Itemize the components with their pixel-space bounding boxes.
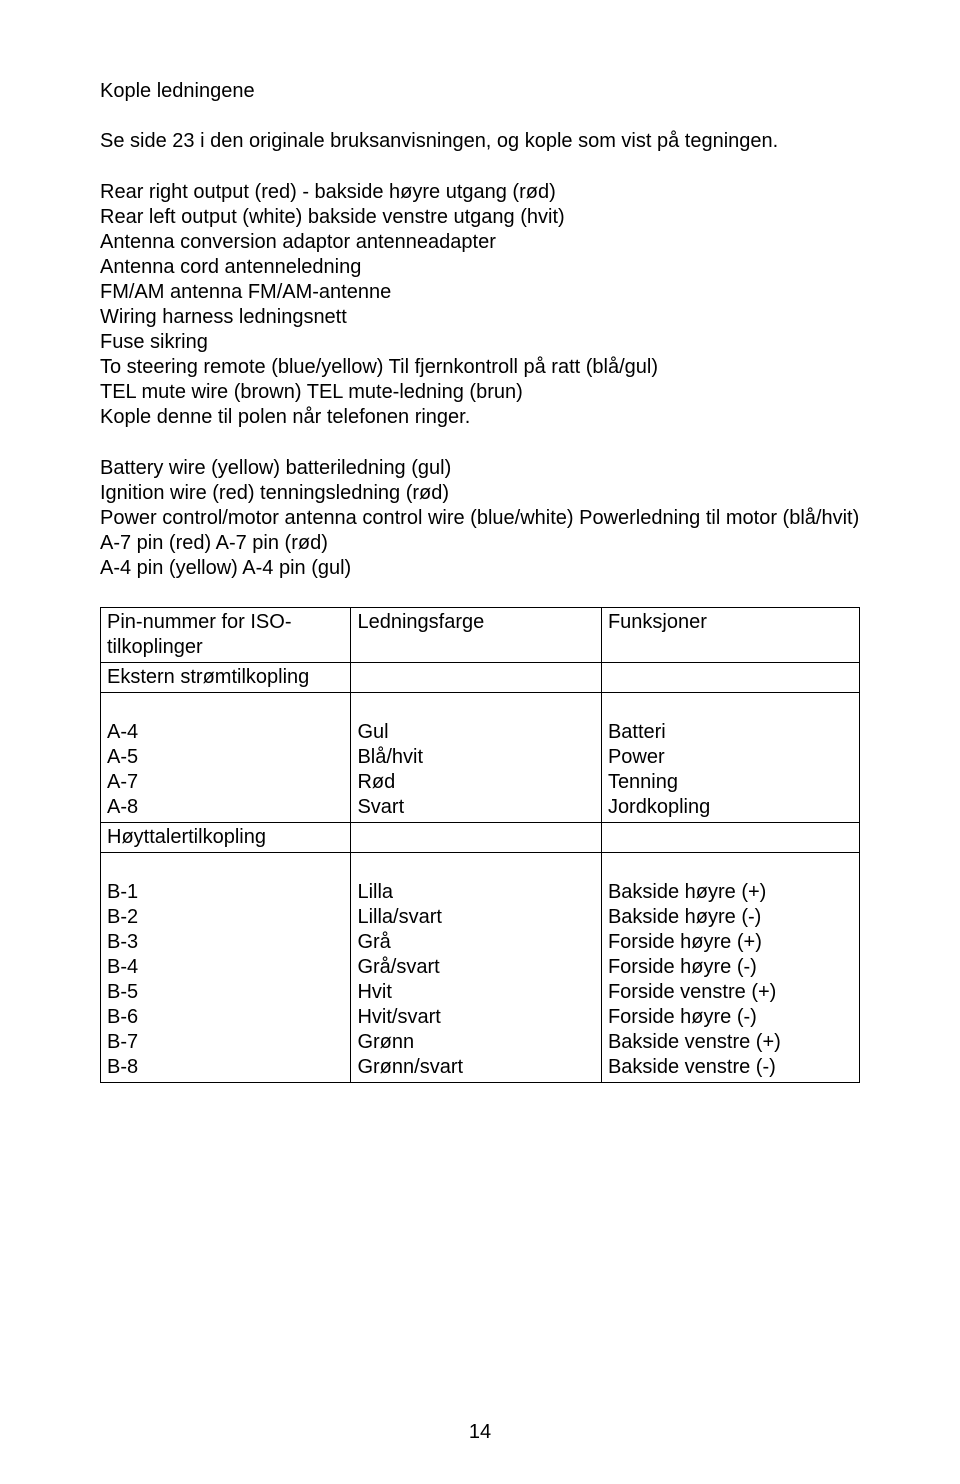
- cell-text: Bakside venstre (-): [608, 1055, 853, 1080]
- cell-text: Forside høyre (-): [608, 1005, 853, 1030]
- cell-text: Bakside høyre (-): [608, 905, 853, 930]
- cell-text: [357, 695, 594, 720]
- table-cell: Gul Blå/hvit Rød Svart: [351, 693, 601, 823]
- line: Power control/motor antenna control wire…: [100, 506, 860, 531]
- table-cell: [351, 823, 601, 853]
- cell-text: Hvit: [357, 980, 594, 1005]
- line: Battery wire (yellow) batteriledning (gu…: [100, 456, 860, 481]
- table-row: Høyttalertilkopling: [101, 823, 860, 853]
- cell-text: B-3: [107, 930, 344, 955]
- table-cell: Ekstern strømtilkopling: [101, 663, 351, 693]
- cell-text: [107, 855, 344, 880]
- cell-text: Power: [608, 745, 853, 770]
- table-cell: B-1 B-2 B-3 B-4 B-5 B-6 B-7 B-8: [101, 853, 351, 1083]
- cell-text: [107, 695, 344, 720]
- line: Ignition wire (red) tenningsledning (rød…: [100, 481, 860, 506]
- table-row: A-4 A-5 A-7 A-8 Gul Blå/hvit Rød Svart B…: [101, 693, 860, 823]
- cell-text: Grå: [357, 930, 594, 955]
- cell-text: Lilla/svart: [357, 905, 594, 930]
- cell-text: B-8: [107, 1055, 344, 1080]
- cell-text: Blå/hvit: [357, 745, 594, 770]
- cell-text: Forside venstre (+): [608, 980, 853, 1005]
- cell-text: Grå/svart: [357, 955, 594, 980]
- table-row: Pin-nummer for ISO- tilkoplinger Ledning…: [101, 608, 860, 663]
- cell-text: A-5: [107, 745, 344, 770]
- cell-text: Tenning: [608, 770, 853, 795]
- cell-text: Forside høyre (-): [608, 955, 853, 980]
- line: A-4 pin (yellow) A-4 pin (gul): [100, 556, 860, 581]
- line: FM/AM antenna FM/AM-antenne: [100, 280, 860, 305]
- cell-text: B-4: [107, 955, 344, 980]
- cell-text: B-2: [107, 905, 344, 930]
- cell-text: A-4: [107, 720, 344, 745]
- cell-text: B-5: [107, 980, 344, 1005]
- table-cell: [601, 823, 859, 853]
- cell-text: Pin-nummer for ISO-: [107, 610, 344, 635]
- cell-text: Hvit/svart: [357, 1005, 594, 1030]
- cell-text: B-6: [107, 1005, 344, 1030]
- line: Rear left output (white) bakside venstre…: [100, 205, 860, 230]
- line: A-7 pin (red) A-7 pin (rød): [100, 531, 860, 556]
- table-row: B-1 B-2 B-3 B-4 B-5 B-6 B-7 B-8 Lilla Li…: [101, 853, 860, 1083]
- cell-text: Jordkopling: [608, 795, 853, 820]
- cell-text: Gul: [357, 720, 594, 745]
- table-cell: Ledningsfarge: [351, 608, 601, 663]
- table-cell: Batteri Power Tenning Jordkopling: [601, 693, 859, 823]
- line: Fuse sikring: [100, 330, 860, 355]
- table-cell: Funksjoner: [601, 608, 859, 663]
- cell-text: Batteri: [608, 720, 853, 745]
- page-title: Kople ledningene: [100, 80, 860, 103]
- cell-text: Bakside venstre (+): [608, 1030, 853, 1055]
- cell-text: Grønn/svart: [357, 1055, 594, 1080]
- cell-text: A-7: [107, 770, 344, 795]
- intro-paragraph: Se side 23 i den originale bruksanvisnin…: [100, 129, 860, 154]
- cell-text: A-8: [107, 795, 344, 820]
- line: Kople denne til polen når telefonen ring…: [100, 405, 860, 430]
- pin-table: Pin-nummer for ISO- tilkoplinger Ledning…: [100, 607, 860, 1083]
- cell-text: Lilla: [357, 880, 594, 905]
- cell-text: tilkoplinger: [107, 635, 344, 660]
- cell-text: Bakside høyre (+): [608, 880, 853, 905]
- cell-text: [608, 855, 853, 880]
- page-number: 14: [0, 1421, 960, 1444]
- cell-text: B-1: [107, 880, 344, 905]
- cell-text: Forside høyre (+): [608, 930, 853, 955]
- cell-text: Grønn: [357, 1030, 594, 1055]
- table-cell: [601, 663, 859, 693]
- line: Rear right output (red) - bakside høyre …: [100, 180, 860, 205]
- document-page: Kople ledningene Se side 23 i den origin…: [0, 0, 960, 1484]
- table-cell: Bakside høyre (+) Bakside høyre (-) Fors…: [601, 853, 859, 1083]
- line: To steering remote (blue/yellow) Til fje…: [100, 355, 860, 380]
- line: Antenna cord antenneledning: [100, 255, 860, 280]
- table-cell: A-4 A-5 A-7 A-8: [101, 693, 351, 823]
- cell-text: Svart: [357, 795, 594, 820]
- line: TEL mute wire (brown) TEL mute-ledning (…: [100, 380, 860, 405]
- definitions-block-1: Rear right output (red) - bakside høyre …: [100, 180, 860, 430]
- table-cell: [351, 663, 601, 693]
- table-row: Ekstern strømtilkopling: [101, 663, 860, 693]
- table-cell: Lilla Lilla/svart Grå Grå/svart Hvit Hvi…: [351, 853, 601, 1083]
- table-cell: Høyttalertilkopling: [101, 823, 351, 853]
- line: Antenna conversion adaptor antenneadapte…: [100, 230, 860, 255]
- cell-text: Rød: [357, 770, 594, 795]
- cell-text: [357, 855, 594, 880]
- definitions-block-2: Battery wire (yellow) batteriledning (gu…: [100, 456, 860, 581]
- cell-text: [608, 695, 853, 720]
- table-cell: Pin-nummer for ISO- tilkoplinger: [101, 608, 351, 663]
- cell-text: B-7: [107, 1030, 344, 1055]
- line: Wiring harness ledningsnett: [100, 305, 860, 330]
